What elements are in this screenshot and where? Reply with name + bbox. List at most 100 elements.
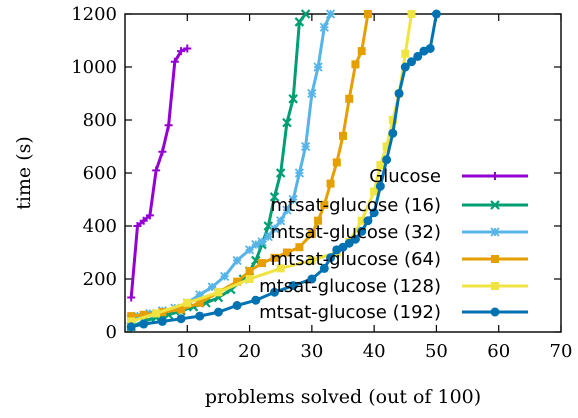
data-point [332, 158, 341, 167]
data-point [319, 22, 329, 32]
data-point [183, 44, 192, 53]
data-point [307, 88, 317, 99]
data-point [251, 239, 261, 250]
x-tick-label: 60 [487, 341, 510, 362]
data-point [425, 43, 435, 53]
x-tick-label: 30 [300, 341, 323, 362]
data-point [339, 131, 347, 140]
data-point [152, 166, 161, 175]
legend-item: mtsat-glucose (64) [271, 249, 528, 270]
legend: Glucose mtsat-glucose (16) mtsat-glucose (… [259, 166, 528, 323]
data-point [413, 51, 423, 61]
data-point [326, 253, 336, 263]
data-point [276, 264, 285, 273]
data-point [133, 222, 142, 230]
legend-label: mtsat-glucose (16) [271, 195, 441, 216]
legend-label: mtsat-glucose (32) [271, 222, 441, 243]
legend-label: mtsat-glucose (128) [259, 276, 441, 297]
legend-marker [491, 172, 499, 180]
data-point [282, 117, 292, 128]
y-tick-label: 400 [83, 216, 117, 237]
data-point [313, 62, 323, 72]
series-line [129, 47, 188, 298]
x-tick-label: 40 [363, 341, 386, 362]
data-point [269, 192, 280, 202]
data-point [195, 311, 205, 321]
data-point [326, 179, 335, 188]
data-point [319, 263, 329, 273]
data-point [382, 155, 392, 165]
data-point [357, 226, 367, 236]
data-point [220, 271, 230, 281]
legend-marker [491, 255, 499, 263]
data-point [307, 256, 316, 265]
y-tick-label: 1200 [71, 4, 117, 25]
data-point [407, 57, 417, 67]
data-point [320, 200, 329, 209]
data-point [139, 216, 148, 225]
data-point [307, 229, 316, 238]
data-point [357, 216, 366, 225]
data-point [195, 298, 204, 307]
data-point [127, 293, 136, 302]
data-point [388, 128, 398, 138]
data-point [369, 208, 379, 218]
data-point [269, 224, 280, 234]
data-point [177, 305, 186, 314]
data-point [400, 62, 410, 72]
legend-item: mtsat-glucose (128) [259, 276, 528, 297]
data-point [251, 295, 261, 305]
series-6 [126, 9, 441, 332]
data-point [127, 317, 136, 326]
data-point [388, 116, 397, 124]
data-point [307, 274, 317, 284]
data-point [350, 234, 360, 244]
data-point [126, 322, 136, 332]
series-1 [127, 44, 192, 302]
series-4 [127, 10, 372, 321]
y-axis-label: time (s) [13, 136, 35, 210]
legend-label: Glucose [369, 166, 441, 187]
data-point [407, 10, 416, 18]
data-point [394, 89, 404, 98]
data-point [164, 121, 173, 130]
legend-label: mtsat-glucose (64) [271, 249, 441, 270]
data-point [282, 248, 291, 257]
data-point [431, 9, 441, 19]
data-point [300, 141, 311, 152]
data-point [170, 57, 179, 66]
legend-item: mtsat-glucose (32) [271, 222, 528, 243]
y-tick-label: 0 [106, 322, 117, 343]
data-point [345, 94, 354, 103]
data-point [145, 211, 154, 220]
data-point [213, 307, 223, 317]
data-point [276, 216, 286, 226]
data-point [288, 94, 298, 104]
y-axis: 0 200 400 600 800 1000 1200 [71, 4, 561, 343]
x-tick-label: 10 [176, 341, 199, 362]
data-point [195, 290, 205, 300]
data-point [363, 10, 372, 18]
data-point [294, 17, 305, 27]
data-point [139, 319, 149, 329]
x-tick-label: 20 [238, 341, 261, 362]
legend-label: mtsat-glucose (192) [259, 302, 441, 323]
data-point [214, 288, 223, 297]
data-point [288, 194, 298, 205]
data-point [127, 312, 136, 321]
data-point [263, 231, 273, 242]
data-point [177, 47, 186, 56]
data-point [295, 243, 304, 252]
data-point [232, 255, 242, 266]
data-point [157, 316, 167, 326]
y-tick-label: 800 [83, 110, 117, 131]
legend-marker [490, 307, 500, 317]
x-tick-label: 50 [425, 341, 448, 362]
data-point [363, 216, 373, 226]
data-point [269, 287, 279, 297]
legend-marker [490, 227, 500, 237]
data-point [401, 49, 410, 58]
data-point [376, 161, 385, 170]
data-point [300, 9, 311, 19]
data-point [232, 301, 242, 310]
